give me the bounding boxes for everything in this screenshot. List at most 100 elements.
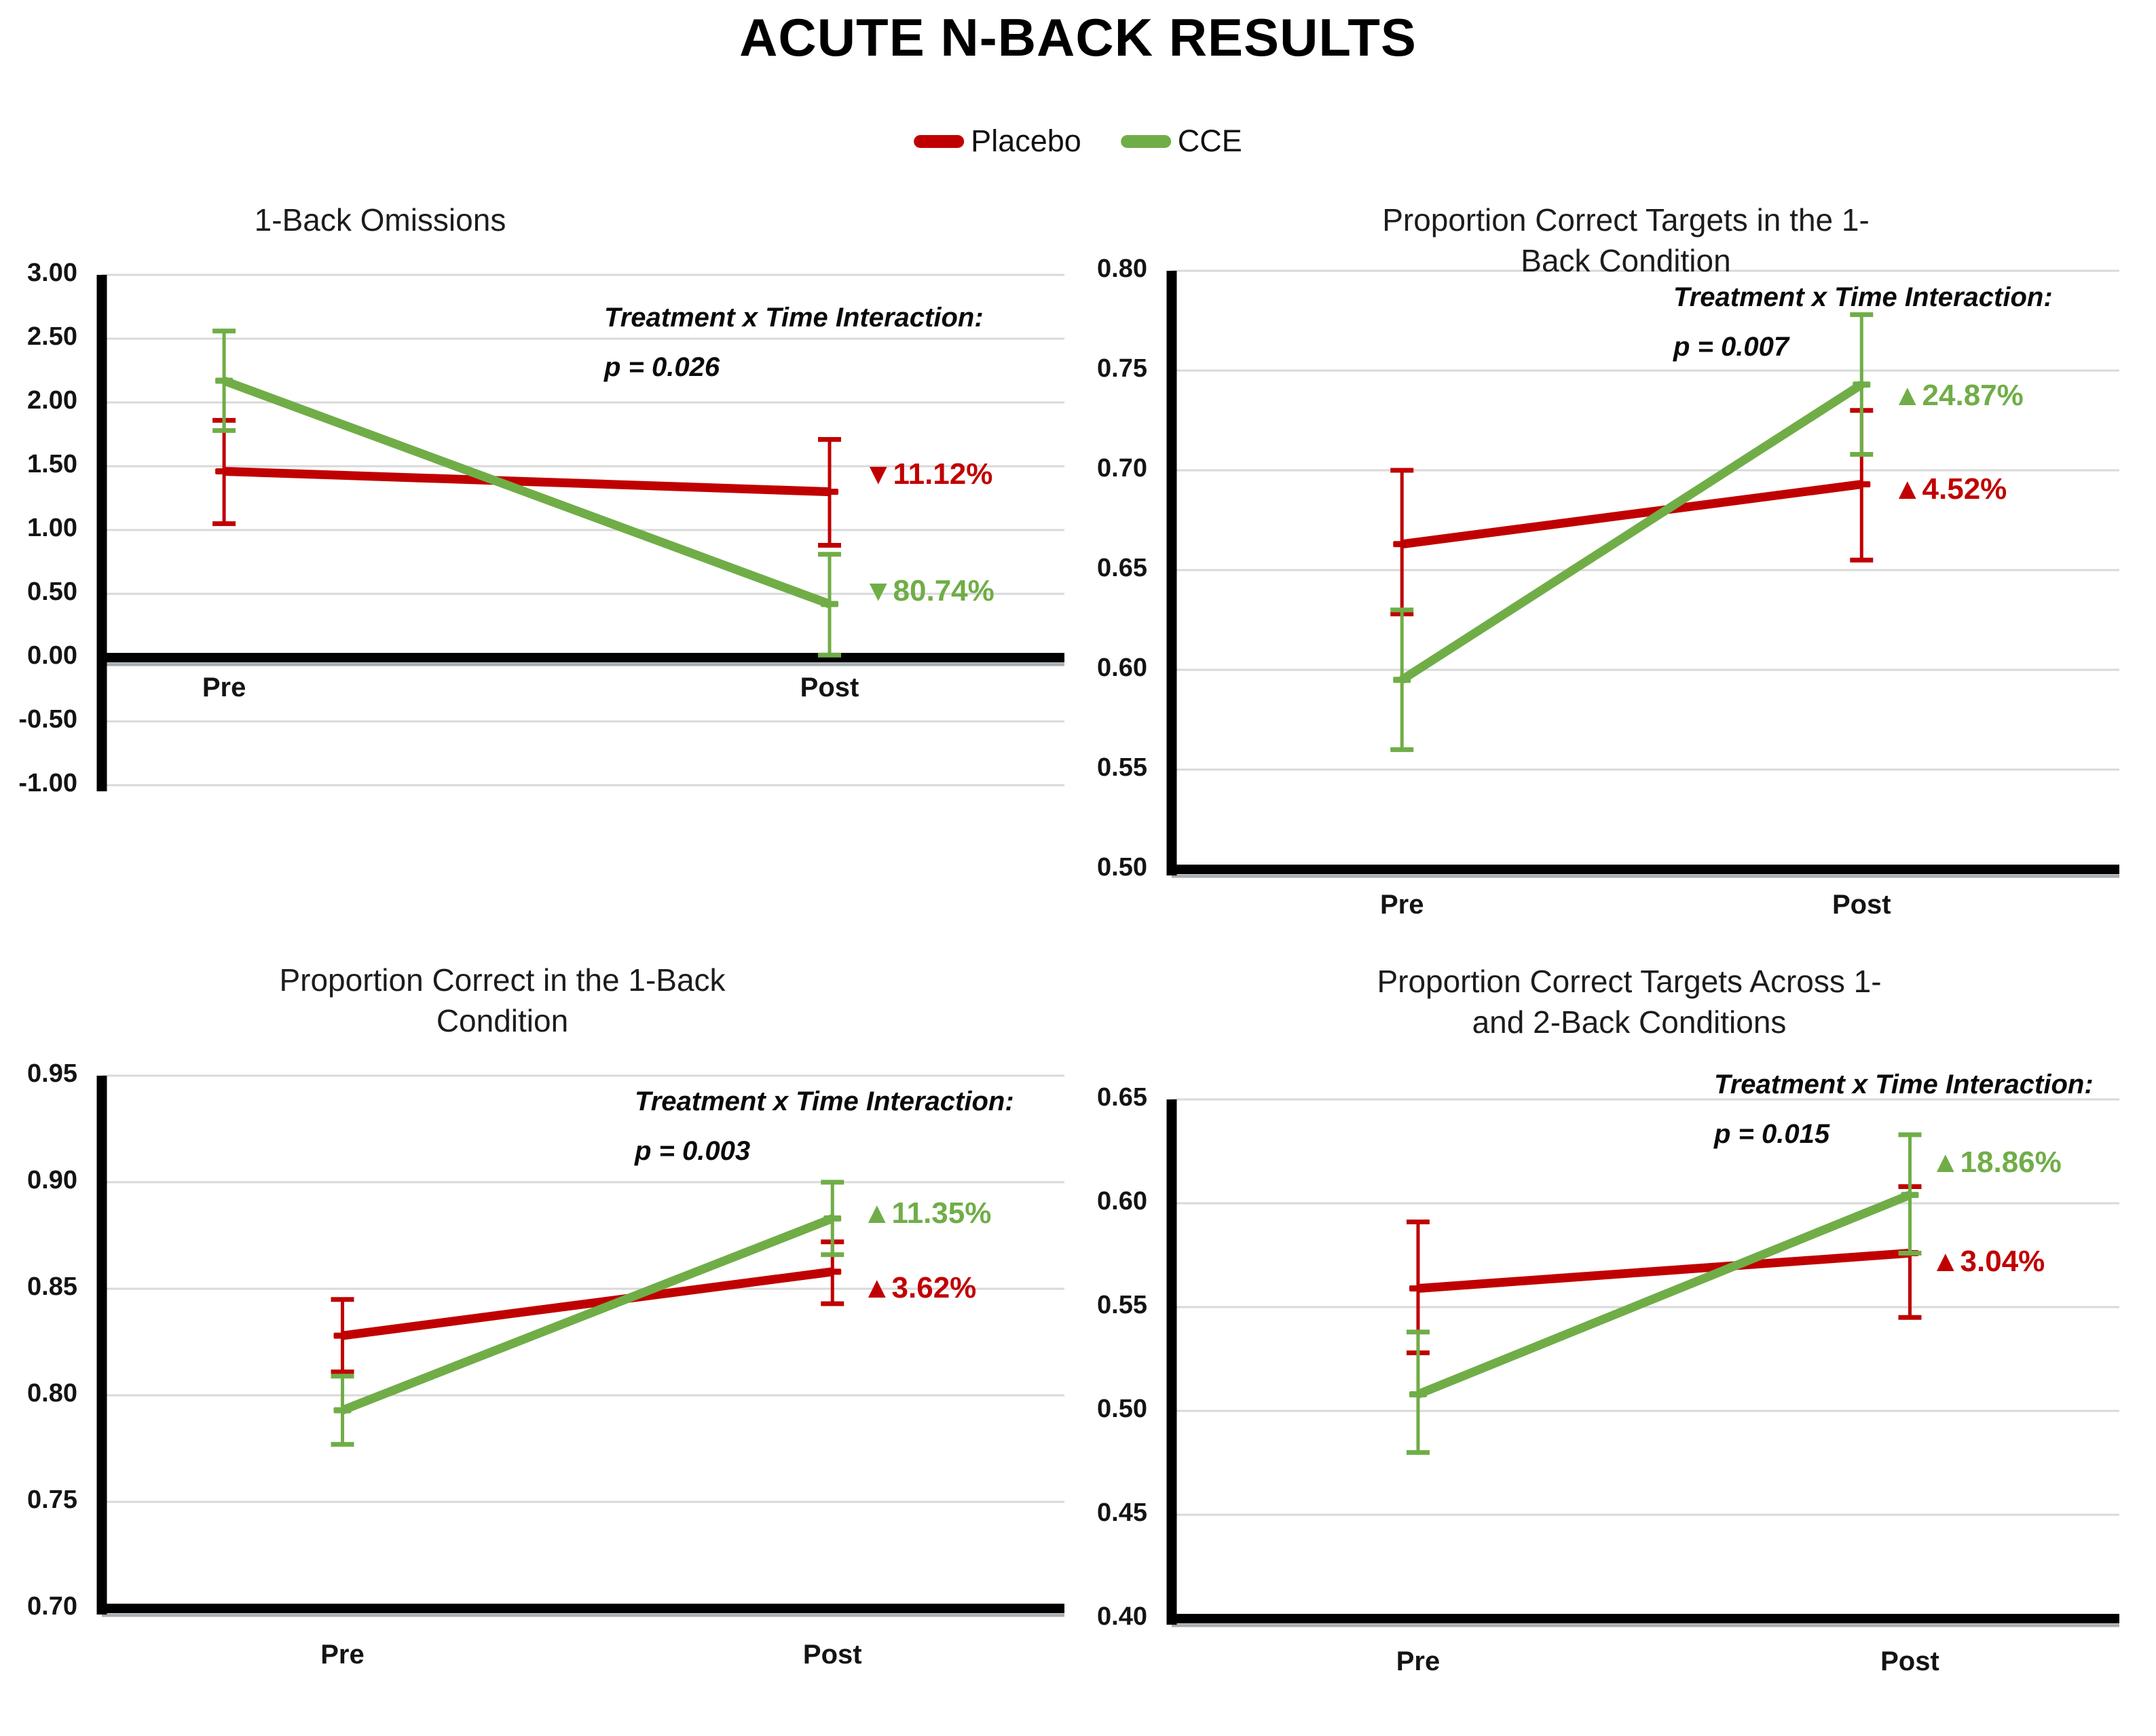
panel-1-title: 1-Back Omissions [254,202,506,238]
y-tick-label: 2.50 [27,322,77,351]
y-tick-label: 0.55 [1097,1291,1147,1319]
placebo-change-label: ▲3.62% [862,1271,977,1304]
placebo-series-line [341,1267,834,1340]
x-tick-label-pre: Pre [1396,1646,1441,1676]
panel-3-title: Proportion Correct in the 1-Back Conditi… [279,962,726,1038]
legend-label-placebo: Placebo [971,124,1081,158]
legend-label-cce: CCE [1177,124,1242,158]
panel-4-interaction-annotation: Treatment x Time Interaction: p = 0.015 [1714,1060,2094,1159]
cce-point-marker [333,1407,352,1414]
x-tick-label-pre: Pre [202,673,246,702]
cce-series-line [1416,1190,1912,1399]
p-value-label: p = 0.003 [635,1136,751,1166]
panel-2-interaction-annotation: Treatment x Time Interaction: p = 0.007 [1673,273,2053,372]
chart-legend: Placebo CCE [914,124,1242,159]
placebo-series-line [1417,1248,1910,1293]
cce-point-marker [821,601,839,607]
p-value-label: p = 0.026 [604,352,720,382]
y-tick-label: 0.50 [1097,853,1147,882]
x-tick-label-post: Post [800,673,859,702]
y-tick-label: 1.00 [27,514,77,542]
cce-point-marker [1393,677,1411,683]
interaction-label: Treatment x Time Interaction: [604,303,984,333]
y-tick-label: 0.80 [27,1379,77,1408]
placebo-point-marker [1393,541,1411,548]
cce-point-marker [823,1215,842,1222]
page-title: ACUTE N-BACK RESULTS [739,7,1417,67]
cce-point-marker [1853,381,1871,388]
cce-line-swatch-icon [1120,134,1171,148]
panel-1-back-omissions: 1-Back Omissions Treatment x Time Intera… [0,176,1078,916]
placebo-point-marker [1409,1285,1427,1291]
y-tick-label: -1.00 [18,769,77,797]
placebo-line-swatch-icon [914,134,965,148]
panel-3-interaction-annotation: Treatment x Time Interaction: p = 0.003 [635,1077,1014,1176]
cce-point-marker [215,377,234,384]
y-tick-label: 0.65 [1097,554,1147,582]
y-tick-label: 0.60 [1097,1187,1147,1215]
cce-point-marker [1409,1391,1427,1398]
y-tick-label: 0.70 [27,1592,77,1621]
y-tick-label: 3.00 [27,259,77,287]
y-tick-label: 0.95 [27,1059,77,1088]
interaction-label: Treatment x Time Interaction: [1714,1070,2094,1099]
cce-change-label: ▲18.86% [1931,1146,2062,1179]
placebo-point-marker [215,468,234,475]
cce-series-line [341,1214,834,1415]
x-tick-label-pre: Pre [1379,890,1424,920]
placebo-point-marker [1853,481,1871,488]
cce-change-label: ▲11.35% [862,1196,992,1230]
x-tick-label-pre: Pre [320,1640,365,1669]
y-tick-label: 0.45 [1097,1498,1147,1527]
y-tick-label: 0.60 [1097,654,1147,682]
panel-1-interaction-annotation: Treatment x Time Interaction: p = 0.026 [604,293,984,392]
panel-3-prop-correct-1back: Proportion Correct in the 1-Back Conditi… [0,916,1078,1736]
panel-1-plot [96,273,1064,791]
placebo-change-label: ▲3.04% [1931,1245,2045,1278]
placebo-point-marker [823,1268,842,1275]
placebo-series-line [1401,480,1863,549]
cce-change-label: ▲24.87% [1893,379,2024,412]
panel-2-prop-correct-targets-1back: Proportion Correct Targets in the 1-Back… [1078,176,2156,920]
y-tick-label: 0.40 [1097,1602,1147,1631]
y-tick-label: 2.00 [27,386,77,415]
y-tick-label: 0.80 [1097,254,1147,283]
cce-series-line [222,376,832,609]
legend-item-cce: CCE [1120,124,1242,159]
p-value-label: p = 0.015 [1714,1119,1830,1149]
panel-4-plot [1166,1098,2119,1627]
x-tick-label-post: Post [802,1640,862,1669]
y-tick-label: 0.65 [1097,1083,1147,1112]
placebo-change-label: ▼11.12% [863,457,993,491]
y-tick-label: 1.50 [27,450,77,478]
y-tick-label: 0.85 [27,1272,77,1301]
panel-3-plot [96,1074,1064,1617]
placebo-point-marker [821,489,839,495]
y-tick-label: 0.50 [27,578,77,606]
x-tick-label-post: Post [1832,890,1891,920]
x-tick-label-post: Post [1880,1646,1939,1676]
placebo-point-marker [333,1332,352,1339]
y-tick-label: 0.75 [1097,354,1147,383]
y-tick-label: 0.50 [1097,1395,1147,1423]
y-tick-label: 0.90 [27,1166,77,1194]
panel-4-title: Proportion Correct Targets Across 1- and… [1377,964,1882,1040]
y-tick-label: 0.00 [27,641,77,670]
interaction-label: Treatment x Time Interaction: [635,1087,1014,1116]
panel-4-prop-correct-targets-1-2back: Proportion Correct Targets Across 1- and… [1078,916,2156,1736]
p-value-label: p = 0.007 [1673,332,1789,362]
placebo-change-label: ▲4.52% [1893,472,2007,506]
y-tick-label: 0.70 [1097,454,1147,483]
cce-point-marker [1901,1192,1919,1199]
y-tick-label: 0.55 [1097,753,1147,782]
interaction-label: Treatment x Time Interaction: [1673,282,2053,312]
y-tick-label: -0.50 [18,705,77,734]
cce-series-line [1399,381,1864,684]
legend-item-placebo: Placebo [914,124,1081,159]
placebo-series-line [223,467,830,497]
panel-2-title: Proportion Correct Targets in the 1-Back… [1382,202,1870,278]
cce-change-label: ▼80.74% [863,574,995,607]
panel-2-plot [1166,269,2119,878]
y-tick-label: 0.75 [27,1486,77,1514]
